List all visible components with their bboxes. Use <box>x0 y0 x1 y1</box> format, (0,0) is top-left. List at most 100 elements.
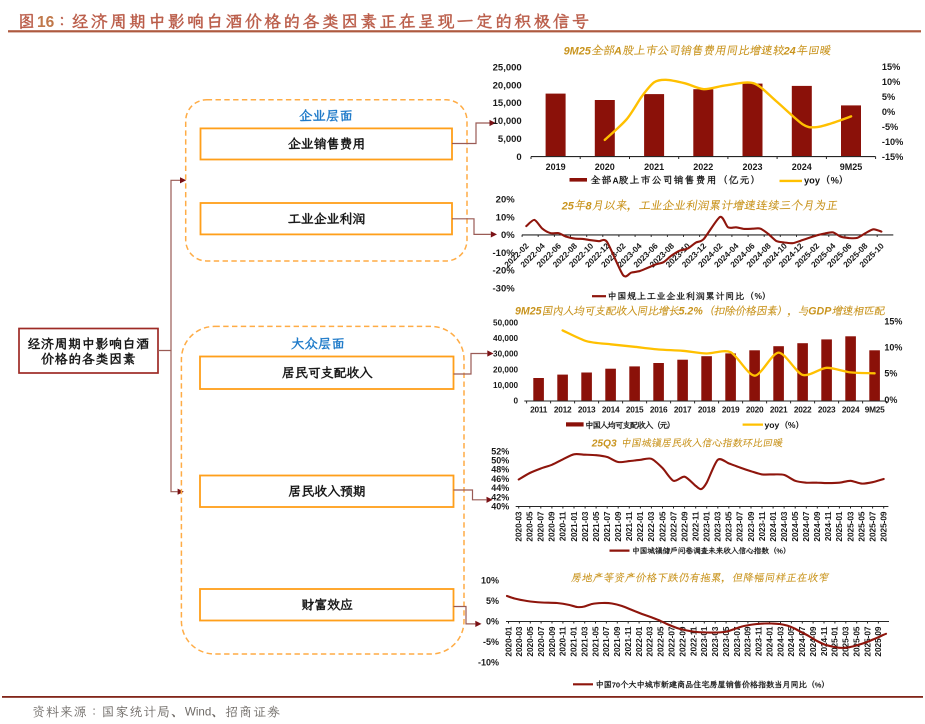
svg-text:2022: 2022 <box>693 162 713 172</box>
svg-text:%: % <box>755 291 763 301</box>
svg-text:2025-07: 2025-07 <box>868 511 877 541</box>
svg-text:48%: 48% <box>491 465 509 475</box>
svg-text:10%: 10% <box>481 576 499 586</box>
svg-text:20%: 20% <box>496 195 516 206</box>
svg-text:46%: 46% <box>491 474 509 484</box>
svg-text:20,000: 20,000 <box>493 80 522 91</box>
svg-text:24: 24 <box>783 45 796 57</box>
svg-text:5%: 5% <box>486 596 499 606</box>
svg-text:0: 0 <box>514 397 519 406</box>
svg-text:2023-01: 2023-01 <box>703 511 712 541</box>
svg-text:2022-09: 2022-09 <box>678 626 687 656</box>
svg-text:2023: 2023 <box>818 404 836 414</box>
svg-text:2022-01: 2022-01 <box>636 511 645 541</box>
svg-text:2023-11: 2023-11 <box>758 511 767 541</box>
svg-text:2022-05: 2022-05 <box>657 626 666 656</box>
svg-text:2021-07: 2021-07 <box>603 511 612 541</box>
svg-text:2025-09: 2025-09 <box>880 511 889 541</box>
svg-text:Wind: Wind <box>185 706 211 719</box>
svg-text:2025-01: 2025-01 <box>831 626 840 656</box>
svg-text:A: A <box>613 45 622 57</box>
svg-text:2018: 2018 <box>698 404 716 414</box>
svg-text:2020-07: 2020-07 <box>537 626 546 656</box>
svg-text:2022-03: 2022-03 <box>646 626 655 656</box>
svg-text:2020-03: 2020-03 <box>515 511 524 541</box>
svg-text:2020: 2020 <box>746 404 764 414</box>
svg-text:2022-07: 2022-07 <box>668 626 677 656</box>
svg-text:10,000: 10,000 <box>493 116 522 127</box>
svg-text:2021-01: 2021-01 <box>570 626 579 656</box>
svg-text:5.2%: 5.2% <box>679 306 704 318</box>
svg-text:15,000: 15,000 <box>493 98 522 109</box>
svg-text:2025-03: 2025-03 <box>842 626 851 656</box>
svg-text:5,000: 5,000 <box>498 134 522 145</box>
svg-text:2023-03: 2023-03 <box>711 626 720 656</box>
svg-text:-5%: -5% <box>882 122 898 132</box>
svg-text:5%: 5% <box>884 369 897 379</box>
svg-text:8: 8 <box>586 200 593 212</box>
svg-text:2023-05: 2023-05 <box>722 626 731 656</box>
svg-text:2023-01: 2023-01 <box>700 626 709 656</box>
svg-text:2022-07: 2022-07 <box>669 511 678 541</box>
svg-text:2021-07: 2021-07 <box>602 626 611 656</box>
svg-text:2023: 2023 <box>742 162 762 172</box>
svg-text:2025-09: 2025-09 <box>874 626 883 656</box>
svg-text:15%: 15% <box>884 316 902 326</box>
svg-text:2024-11: 2024-11 <box>820 626 829 656</box>
svg-text:9M25: 9M25 <box>840 162 863 172</box>
svg-text:2022-03: 2022-03 <box>647 511 656 541</box>
svg-text:5%: 5% <box>882 92 895 102</box>
svg-text:2025-05: 2025-05 <box>857 511 866 541</box>
svg-text:15%: 15% <box>882 62 900 72</box>
svg-text:2024-03: 2024-03 <box>780 511 789 541</box>
svg-text:2020-07: 2020-07 <box>537 511 546 541</box>
svg-text:-5%: -5% <box>483 637 499 647</box>
svg-text:2024-09: 2024-09 <box>809 626 818 656</box>
svg-text:-20%: -20% <box>493 266 516 277</box>
svg-text:2014: 2014 <box>602 404 620 414</box>
svg-text:%: % <box>788 420 796 430</box>
svg-text:2016: 2016 <box>650 404 668 414</box>
svg-text:A: A <box>613 175 619 185</box>
svg-text:0%: 0% <box>486 617 499 627</box>
svg-text:2020-05: 2020-05 <box>526 626 535 656</box>
svg-text:16: 16 <box>37 14 55 31</box>
svg-text:%: % <box>776 546 783 555</box>
svg-text:30,000: 30,000 <box>493 350 518 359</box>
svg-text:2024-05: 2024-05 <box>791 511 800 541</box>
svg-text:2024-11: 2024-11 <box>824 511 833 541</box>
svg-text:2020-09: 2020-09 <box>548 626 557 656</box>
svg-text:2022-11: 2022-11 <box>689 626 698 656</box>
svg-text:0%: 0% <box>882 107 895 117</box>
svg-text:2025-01: 2025-01 <box>835 511 844 541</box>
svg-text:2022-01: 2022-01 <box>635 626 644 656</box>
svg-text:2019: 2019 <box>722 404 740 414</box>
svg-text:2020-11: 2020-11 <box>559 511 568 541</box>
svg-text:2020: 2020 <box>595 162 615 172</box>
svg-text:10%: 10% <box>884 343 902 353</box>
svg-text:40,000: 40,000 <box>493 334 518 343</box>
svg-text:2023-07: 2023-07 <box>733 626 742 656</box>
svg-text:2022-05: 2022-05 <box>658 511 667 541</box>
svg-text:2022-11: 2022-11 <box>692 511 701 541</box>
svg-text:20,000: 20,000 <box>493 365 518 374</box>
svg-text:2024-07: 2024-07 <box>802 511 811 541</box>
svg-text:25: 25 <box>561 200 575 212</box>
svg-text:2021-11: 2021-11 <box>624 626 633 656</box>
svg-text:10%: 10% <box>496 212 516 223</box>
svg-text:2020-09: 2020-09 <box>548 511 557 541</box>
svg-text:25Q3: 25Q3 <box>591 438 617 449</box>
svg-text:2021: 2021 <box>644 162 664 172</box>
svg-text:10%: 10% <box>882 77 900 87</box>
svg-text:%: % <box>815 680 822 689</box>
svg-text:50,000: 50,000 <box>493 318 518 327</box>
svg-text:2021-11: 2021-11 <box>625 511 634 541</box>
svg-text:%: % <box>831 175 840 185</box>
svg-text:yoy: yoy <box>804 175 821 185</box>
svg-text:-15%: -15% <box>882 152 903 162</box>
svg-text:2021-09: 2021-09 <box>614 511 623 541</box>
svg-text:-10%: -10% <box>493 248 516 259</box>
svg-text:0: 0 <box>516 152 521 163</box>
svg-text:-30%: -30% <box>493 284 516 295</box>
svg-text:2024-07: 2024-07 <box>798 626 807 656</box>
